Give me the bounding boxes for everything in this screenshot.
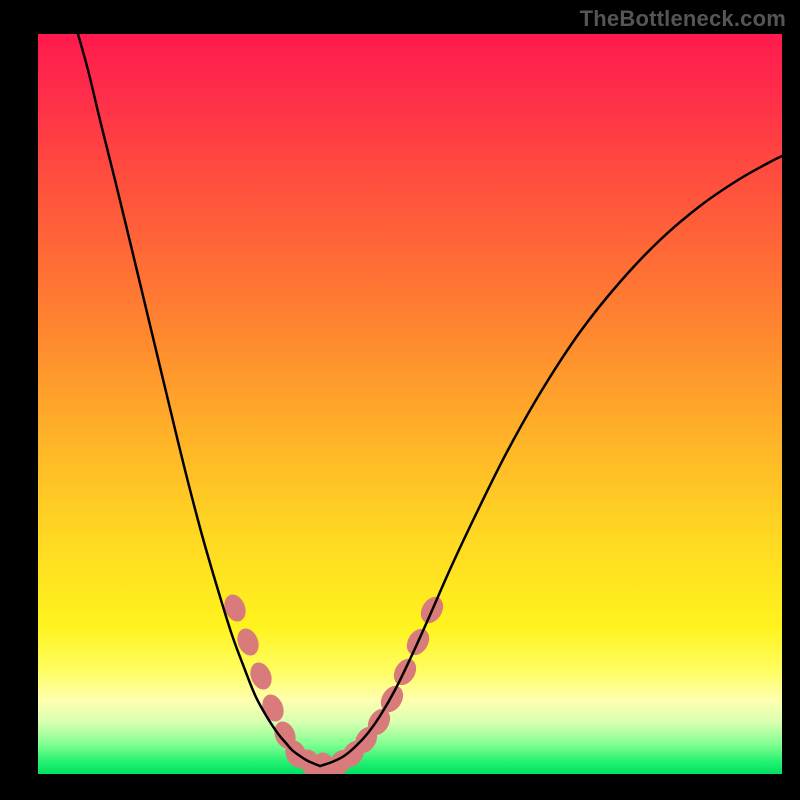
- curve-left: [78, 34, 320, 766]
- bead-left-0: [220, 591, 249, 624]
- chart-root: TheBottleneck.com: [0, 0, 800, 800]
- curve-right: [320, 156, 782, 766]
- curve-layer: [38, 34, 782, 774]
- watermark-text: TheBottleneck.com: [580, 6, 786, 32]
- plot-area: [38, 34, 782, 774]
